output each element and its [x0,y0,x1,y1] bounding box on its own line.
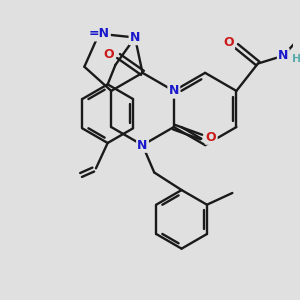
Text: O: O [223,36,234,49]
Text: N: N [169,84,179,98]
Text: N: N [137,139,148,152]
Text: N: N [278,49,289,62]
Text: O: O [103,48,114,61]
Text: H: H [292,54,300,64]
Text: O: O [206,130,216,144]
Text: N: N [130,31,140,44]
Text: =N: =N [88,27,110,40]
